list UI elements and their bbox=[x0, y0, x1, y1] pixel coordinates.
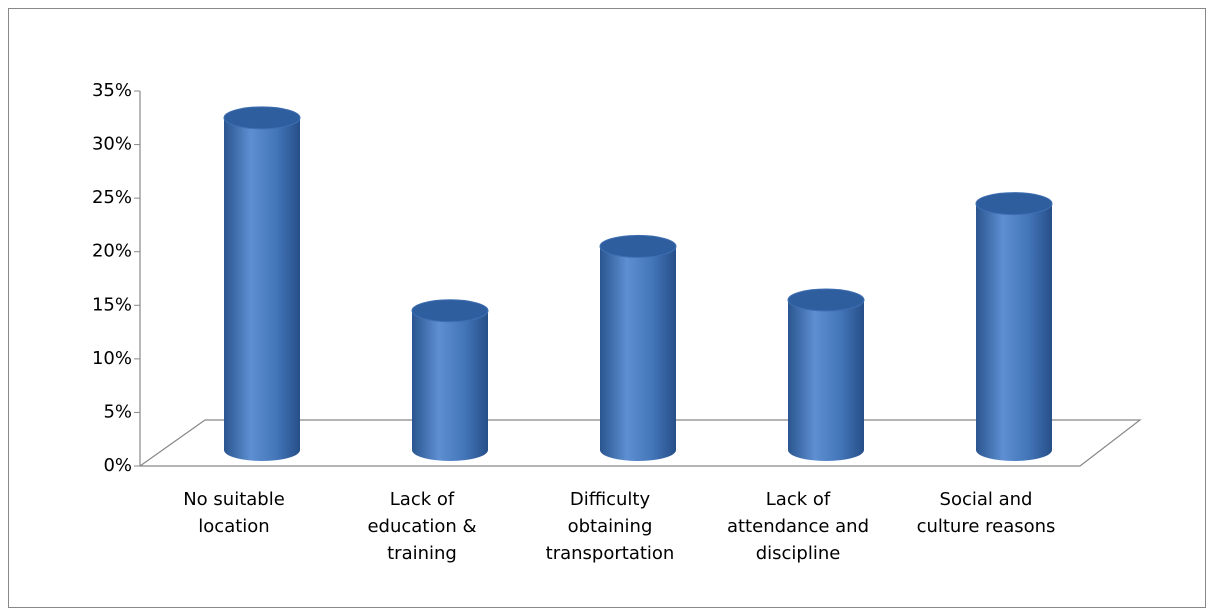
bar-body bbox=[976, 203, 1052, 462]
bar-top bbox=[411, 299, 489, 323]
bar-body bbox=[224, 117, 300, 461]
x-tick-label: No suitable location bbox=[183, 489, 285, 537]
x-tick-label: Difficulty obtaining transportation bbox=[545, 489, 675, 564]
y-tick-label: 25% bbox=[92, 187, 132, 208]
x-tick-label: Lack of education & training bbox=[367, 489, 477, 564]
y-tick-label: 15% bbox=[92, 294, 132, 315]
bar bbox=[223, 106, 301, 461]
bar bbox=[599, 234, 677, 461]
bar-body bbox=[788, 300, 864, 461]
y-tick-label: 35% bbox=[92, 80, 132, 101]
bar-top bbox=[599, 234, 677, 258]
bar-top bbox=[223, 106, 301, 130]
bar-body bbox=[600, 246, 676, 461]
bar bbox=[975, 192, 1053, 462]
y-tick-label: 30% bbox=[92, 134, 132, 155]
floor bbox=[139, 91, 1142, 467]
bar bbox=[411, 299, 489, 461]
y-tick-label: 10% bbox=[92, 348, 132, 369]
bar bbox=[787, 288, 865, 461]
bar-body bbox=[412, 310, 488, 461]
y-tick-label: 5% bbox=[103, 401, 132, 422]
y-tick-label: 0% bbox=[103, 455, 132, 476]
x-tick-label: Social and culture reasons bbox=[916, 489, 1056, 537]
bar-top bbox=[787, 288, 865, 312]
y-tick-label: 20% bbox=[92, 241, 132, 262]
bar-top bbox=[975, 192, 1053, 216]
x-tick-label: Lack of attendance and discipline bbox=[726, 489, 870, 564]
